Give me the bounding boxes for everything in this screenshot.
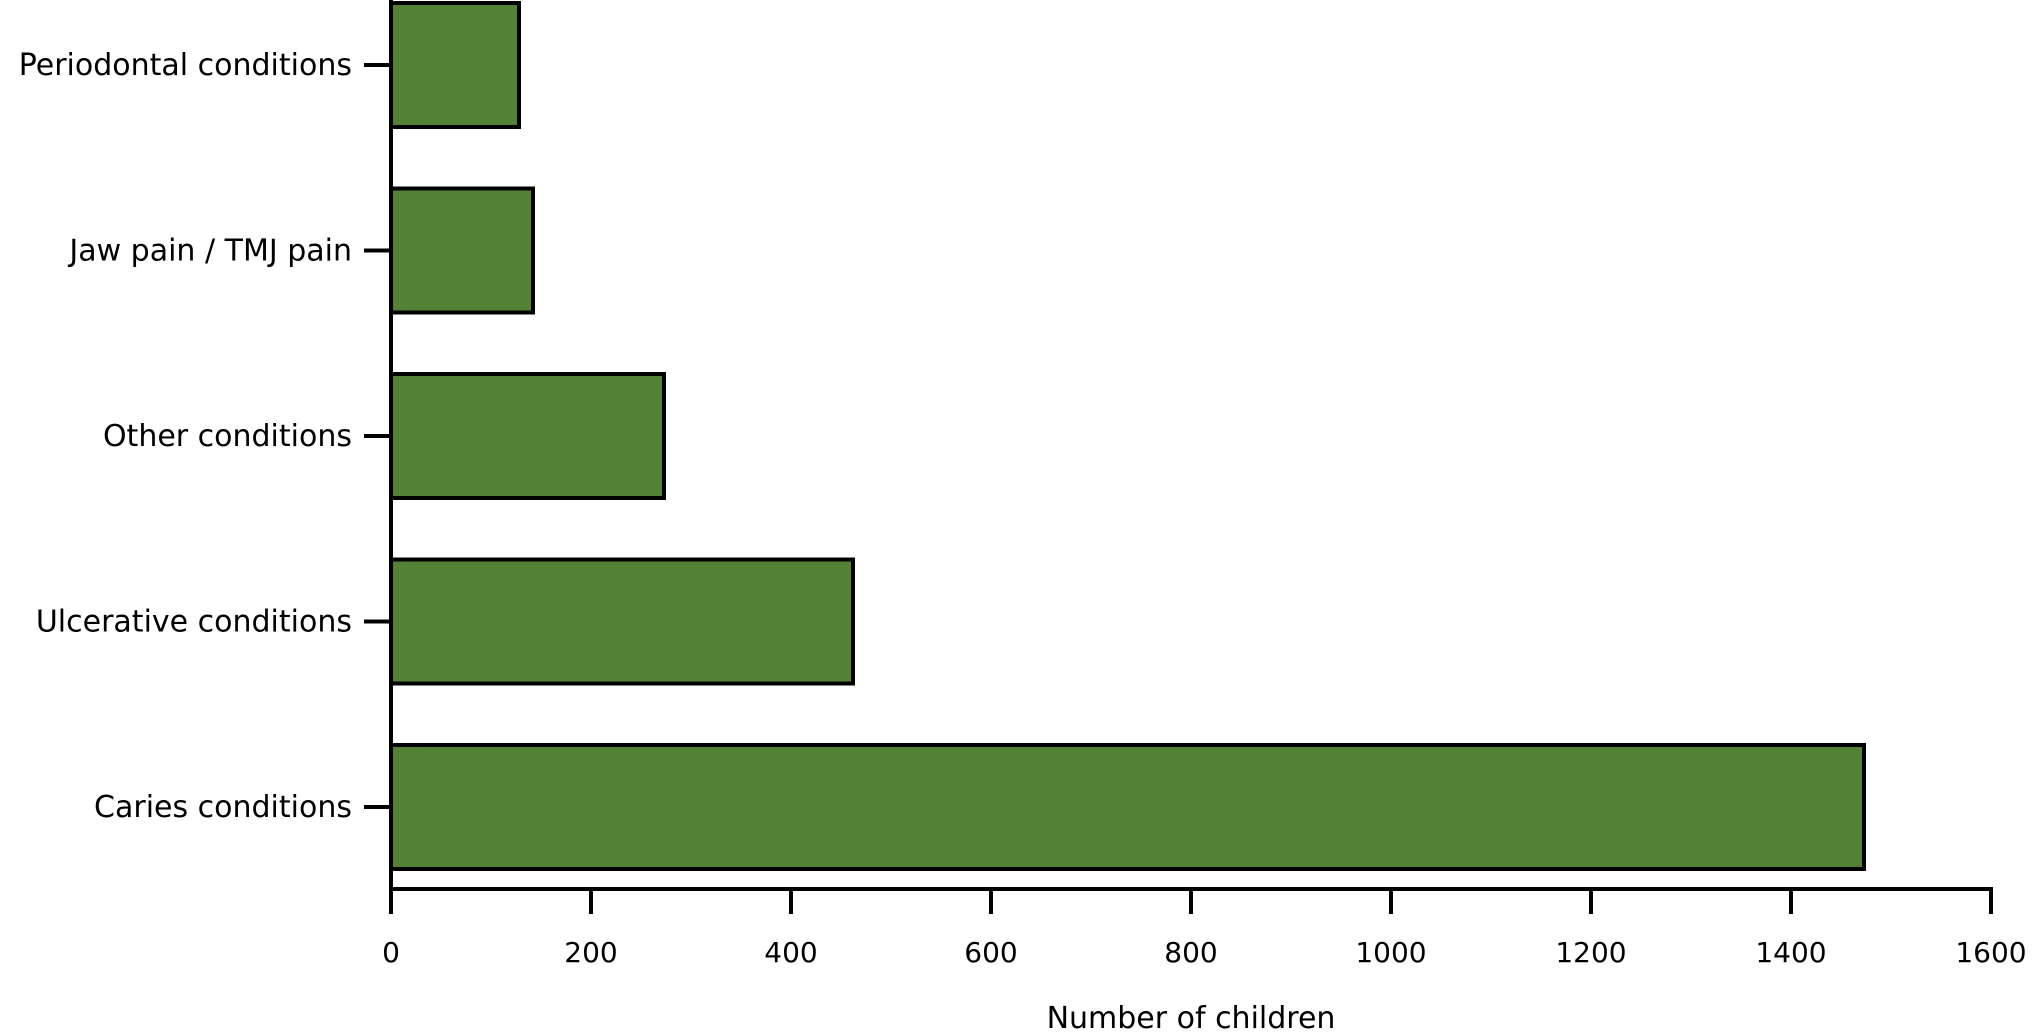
bar (389, 743, 1866, 871)
y-axis: Periodontal conditions Jaw pain / TMJ pai… (19, 0, 393, 889)
category-label: Other conditions (103, 419, 352, 454)
category-label: Ulcerative conditions (36, 605, 352, 640)
x-tick-label: 1400 (1755, 936, 1826, 969)
bar (389, 1, 521, 129)
bars-group (389, 1, 1866, 871)
x-tick-label: 800 (1164, 936, 1217, 969)
category-label: Caries conditions (94, 790, 352, 825)
x-tick-label: 1000 (1355, 936, 1426, 969)
x-tick-label: 1600 (1955, 936, 2026, 969)
category-label: Periodontal conditions (19, 48, 352, 83)
bar (389, 372, 666, 500)
x-tick-label: 400 (764, 936, 817, 969)
category-label: Jaw pain / TMJ pain (67, 234, 352, 269)
x-tick-label: 600 (964, 936, 1017, 969)
x-tick-label: 0 (382, 936, 400, 969)
x-tick-label: 1200 (1555, 936, 1626, 969)
bar (389, 557, 855, 686)
x-axis: 0 200 400 600 800 1000 1200 1400 1600 (382, 887, 2027, 969)
x-tick-label: 200 (564, 936, 617, 969)
x-axis-title: Number of children (1047, 1001, 1336, 1032)
bar (389, 186, 535, 315)
